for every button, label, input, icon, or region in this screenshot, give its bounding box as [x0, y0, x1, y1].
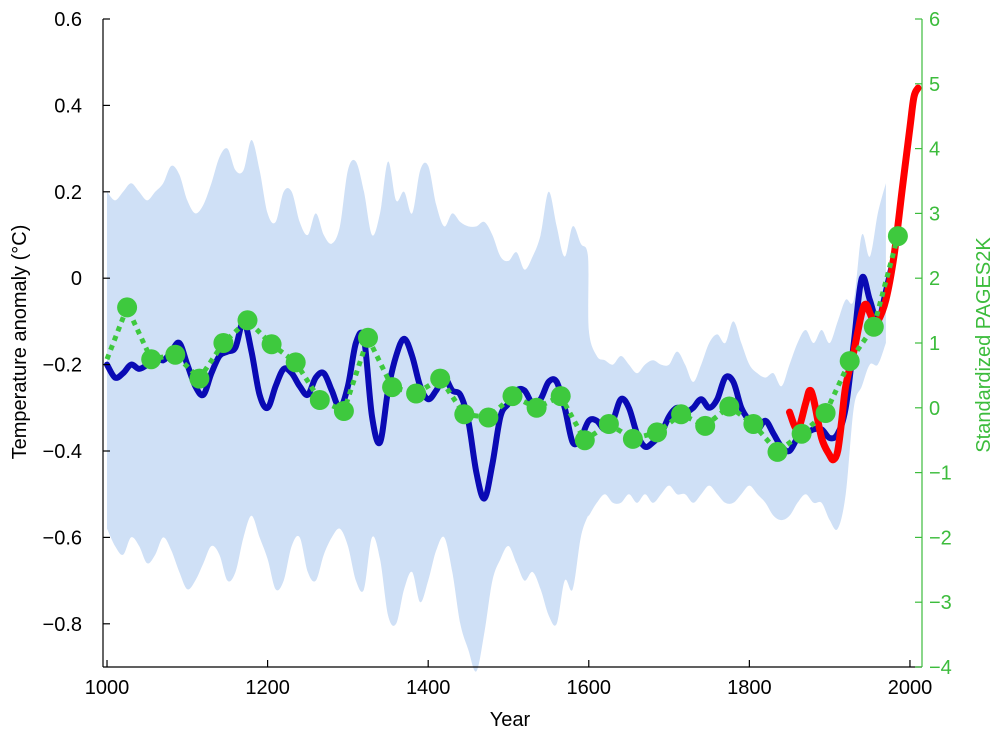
y-tick-label-right: −3 — [929, 592, 952, 614]
uncertainty-band — [107, 140, 886, 672]
x-tick-label: 2000 — [888, 677, 933, 699]
pages2k-marker — [839, 351, 860, 372]
pages2k-marker — [719, 396, 740, 417]
pages2k-line — [104, 235, 901, 456]
y-tick-label-right: 2 — [929, 268, 940, 290]
y-tick-label: 0.6 — [54, 9, 82, 31]
pages2k-marker — [791, 423, 812, 444]
pages2k-marker — [333, 401, 354, 421]
y-tick-label-right: 3 — [929, 203, 940, 225]
y-tick-label-right: −4 — [929, 657, 952, 679]
pages2k-marker — [261, 334, 282, 355]
pages2k-marker — [237, 310, 258, 331]
reconstruction-line — [104, 253, 897, 502]
pages2k-marker — [550, 386, 571, 407]
pages2k-marker — [189, 368, 210, 389]
right-axis-title: Standardized PAGES2K — [973, 237, 995, 453]
pages2k-marker — [767, 441, 788, 462]
pages2k-marker — [285, 352, 306, 373]
x-tick-label: 1200 — [245, 677, 290, 699]
axes-layer: 1000 1200 1400 1600 1800 2000−0.8−0.6−0.4−0.2… — [43, 9, 952, 699]
pages2k-marker — [213, 333, 234, 353]
pages2k-marker — [526, 397, 547, 418]
pages2k-marker — [358, 327, 378, 348]
marker-layer — [117, 226, 908, 462]
x-axis-title: Year — [490, 709, 531, 731]
y-tick-label-right: 0 — [929, 398, 940, 420]
y-tick-label: −0.4 — [43, 441, 82, 463]
pages2k-marker — [743, 414, 764, 434]
y-tick-label: −0.6 — [43, 527, 82, 549]
pages2k-marker — [695, 415, 716, 436]
pages2k-marker — [502, 386, 523, 407]
pages2k-marker — [430, 368, 451, 389]
y-tick-label-right: 1 — [929, 333, 940, 355]
y-tick-label: −0.8 — [43, 614, 82, 636]
pages2k-marker — [382, 377, 403, 398]
pages2k-marker — [598, 414, 619, 434]
y-tick-label: −0.2 — [43, 355, 82, 377]
y-tick-label: 0.4 — [54, 95, 82, 117]
y-tick-label-right: −2 — [929, 527, 952, 549]
y-tick-label: 0 — [71, 268, 82, 290]
pages2k-marker — [406, 383, 427, 404]
pages2k-marker — [647, 422, 667, 443]
pages2k-marker — [815, 403, 836, 423]
y-tick-label-right: 5 — [929, 74, 940, 96]
x-tick-label: 1800 — [727, 677, 772, 699]
pages2k-marker — [622, 428, 643, 449]
pages2k-marker — [863, 316, 884, 337]
x-tick-label: 1000 — [85, 677, 130, 699]
pages2k-marker — [454, 404, 475, 425]
y-tick-label-right: 4 — [929, 139, 940, 161]
pages2k-marker — [309, 390, 330, 410]
y-tick-label-right: 6 — [929, 9, 940, 31]
x-tick-label: 1400 — [406, 677, 451, 699]
pages2k-marker — [165, 344, 186, 365]
pages2k-marker — [887, 226, 908, 247]
pages2k-marker — [117, 297, 138, 318]
pages2k-marker — [671, 404, 692, 425]
y-tick-label-right: −1 — [929, 463, 952, 485]
y-tick-label: 0.2 — [54, 182, 82, 204]
pages2k-marker — [478, 407, 499, 428]
y-axis-title: Temperature anomaly (°C) — [9, 225, 31, 460]
text-layer: Year Temperature anomaly (°C) Standardiz… — [9, 225, 995, 731]
pages2k-marker — [574, 430, 595, 451]
pages2k-marker — [141, 349, 162, 370]
x-tick-label: 1600 — [567, 677, 612, 699]
uncertainty-band-layer — [107, 140, 886, 672]
